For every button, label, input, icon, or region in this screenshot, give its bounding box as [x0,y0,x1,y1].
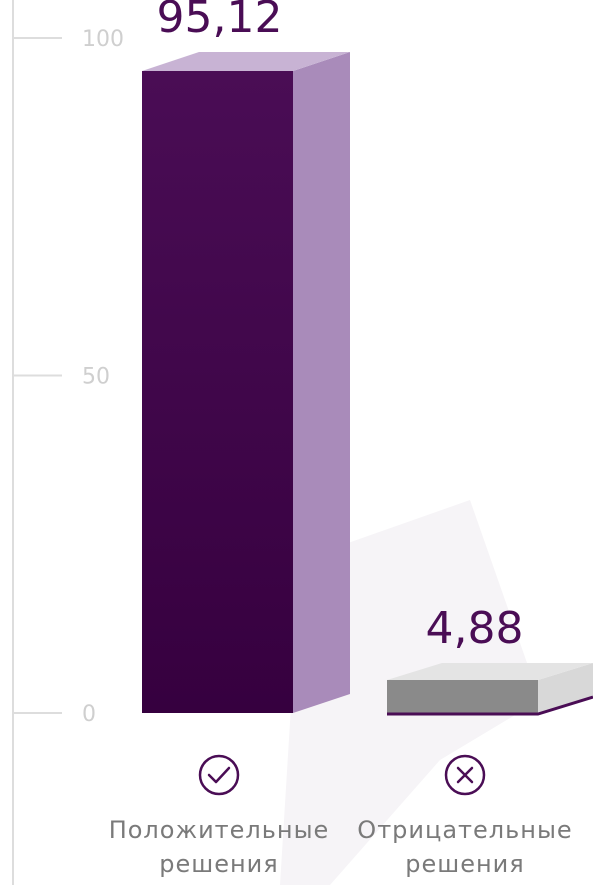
bar-negative-front [387,680,538,713]
check-circle-icon [198,754,240,796]
bar-negative-side [538,663,593,713]
category-label-positive-line2: решения [159,850,278,878]
x-circle-icon [444,754,486,796]
category-label-negative-line1: Отрицательные [357,816,572,844]
category-label-positive-line1: Положительные [109,816,330,844]
value-label-positive: 95,12 [157,0,283,43]
bar-positive-side [293,51,350,713]
bars-group [142,51,593,716]
bar-positive-front [142,70,293,713]
y-tick-label: 50 [82,365,110,390]
y-axis-ticks: 0 50 100 [13,27,124,727]
value-label-negative: 4,88 [426,603,524,654]
bar-negative-top [387,663,593,681]
bar-negative-base-line [387,695,593,716]
y-tick-label: 0 [82,702,96,727]
bar-positive-top [142,51,350,71]
y-tick-label: 100 [82,27,124,52]
category-label-negative-line2: решения [405,850,524,878]
